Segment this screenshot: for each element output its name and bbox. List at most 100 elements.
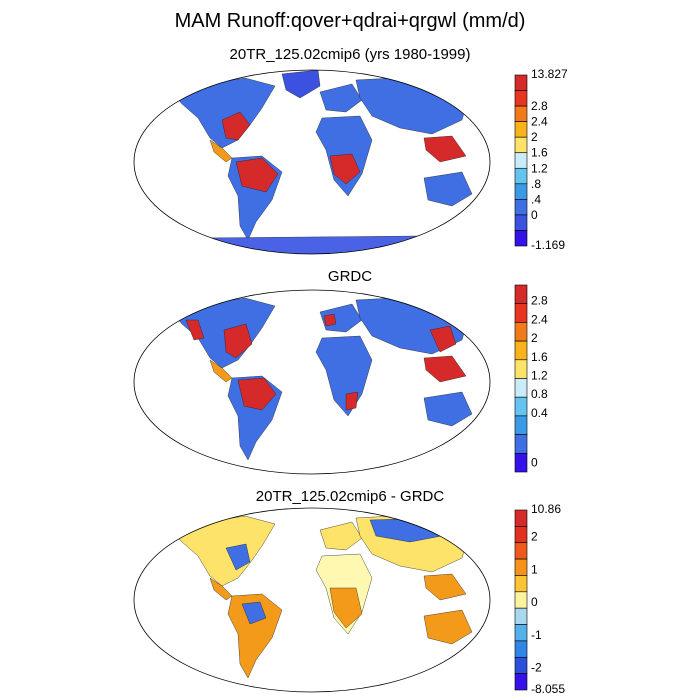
panel-1-title: 20TR_125.02cmip6 (yrs 1980-1999) [229, 46, 471, 63]
colorbar-box [514, 415, 528, 435]
south-america-amazon [235, 157, 279, 193]
map-panel-2-land [169, 295, 473, 461]
africa-central-wet [329, 153, 361, 185]
colorbar-label: 2 [531, 130, 538, 144]
colorbar-label: 1.2 [531, 369, 548, 383]
colorbar-label: -1.169 [531, 238, 565, 252]
colorbar-box [514, 640, 528, 658]
australia [423, 171, 473, 207]
colorbar-label: -8.055 [531, 682, 565, 696]
europe-wet [323, 313, 337, 327]
australia [423, 391, 473, 427]
colorbar-label: 1.2 [531, 161, 548, 175]
asia-southeast-wet [423, 135, 467, 163]
south-america-dry [241, 601, 267, 625]
colorbar-label: 0.4 [531, 406, 548, 420]
colorbar-box [514, 558, 528, 576]
africa-central-wet [329, 587, 363, 629]
colorbar-box [514, 74, 528, 91]
colorbar-box [514, 607, 528, 625]
colorbar-box [514, 152, 528, 169]
colorbar-label: .8 [531, 177, 541, 191]
colorbar-box [514, 591, 528, 609]
europe [319, 521, 363, 551]
map-panel-1-border [133, 69, 491, 255]
panel-2-title: GRDC [327, 268, 373, 285]
north-america [169, 77, 276, 149]
colorbar-box [514, 303, 528, 323]
north-america-west-wet [185, 319, 205, 341]
colorbar-box [514, 230, 528, 247]
north-america [169, 515, 276, 587]
colorbar-box [514, 396, 528, 417]
colorbar-panel-1: 13.827 2.8 2.42 1.61.2 .8.4 0 -1.169 [514, 67, 568, 252]
colorbar-label: 0.8 [531, 387, 548, 401]
colorbar-box [514, 624, 528, 642]
map-panel-1 [133, 69, 491, 255]
antarctica [183, 235, 441, 254]
colorbar-box [514, 575, 528, 593]
colorbar-box [514, 167, 528, 185]
colorbar-label: 13.827 [531, 67, 568, 81]
asia-southeast-wet [423, 355, 467, 383]
colorbars: 13.8272.82.421.61.2.8.40-1.1692.82.421.6… [514, 67, 568, 696]
colorbar-box [514, 359, 528, 379]
colorbar-panel-2: 2.8 2.4 2 1.6 1.2 0.8 0.4 0 [514, 284, 548, 473]
colorbar-box [514, 183, 528, 200]
colorbar-label: 2.4 [531, 312, 548, 326]
colorbar-box [514, 322, 528, 342]
colorbar-box [514, 656, 528, 674]
map-panel-2 [133, 289, 491, 475]
asia-east-wet [429, 325, 457, 353]
map-panel-3-border [133, 507, 491, 693]
colorbar-label: 2.8 [531, 294, 548, 308]
colorbar-box [514, 136, 528, 154]
colorbar-label: -1 [531, 628, 542, 642]
europe [319, 83, 363, 113]
colorbar-label: 2.8 [531, 99, 548, 113]
colorbar-label: 10.86 [531, 502, 561, 516]
colorbar-box [514, 340, 528, 361]
colorbar-label: 2 [531, 331, 538, 345]
asia [355, 75, 471, 135]
north-america-east-wet [221, 111, 251, 141]
colorbar-box [514, 378, 528, 398]
colorbar-box [514, 434, 528, 454]
colorbar-label: 0 [531, 595, 538, 609]
colorbar-box [514, 199, 528, 216]
colorbar-label: 0 [531, 456, 538, 470]
colorbar-box [514, 121, 528, 138]
colorbar-box [514, 214, 528, 231]
colorbar-box [514, 105, 528, 122]
map-panel-3 [133, 507, 491, 693]
colorbar-box [514, 673, 528, 691]
south-america [227, 593, 283, 679]
map-panel-2-border [133, 289, 491, 475]
australia [423, 609, 473, 645]
map-panel-1-land [169, 70, 473, 254]
colorbar-label: 2.4 [531, 115, 548, 129]
colorbar-panel-3: 10.86 2 1 0 -1 -2 -8.055 [514, 502, 565, 696]
figure-title: MAM Runoff:qover+qdrai+qrgwl (mm/d) [174, 10, 526, 32]
colorbar-box [514, 526, 528, 544]
central-america [209, 139, 233, 163]
south-america-amazon [237, 377, 277, 411]
colorbar-box [514, 452, 528, 473]
colorbar-label: 2 [531, 530, 538, 544]
colorbar-box [514, 509, 528, 527]
north-america-east-dry [225, 543, 251, 571]
central-america [209, 577, 233, 601]
africa [315, 335, 373, 417]
colorbar-label: 1.6 [531, 146, 548, 160]
africa-southeast-wet [345, 391, 359, 411]
panel-3-title: 20TR_125.02cmip6 - GRDC [255, 488, 445, 505]
colorbar-box [514, 284, 528, 305]
colorbar-label: 0 [531, 208, 538, 222]
north-america-east-wet [223, 323, 253, 359]
colorbar-label: .4 [531, 192, 541, 206]
north-america [169, 297, 276, 369]
map-panel-3-land [169, 513, 473, 679]
colorbar-box [514, 542, 528, 560]
asia-southeast [423, 573, 467, 601]
